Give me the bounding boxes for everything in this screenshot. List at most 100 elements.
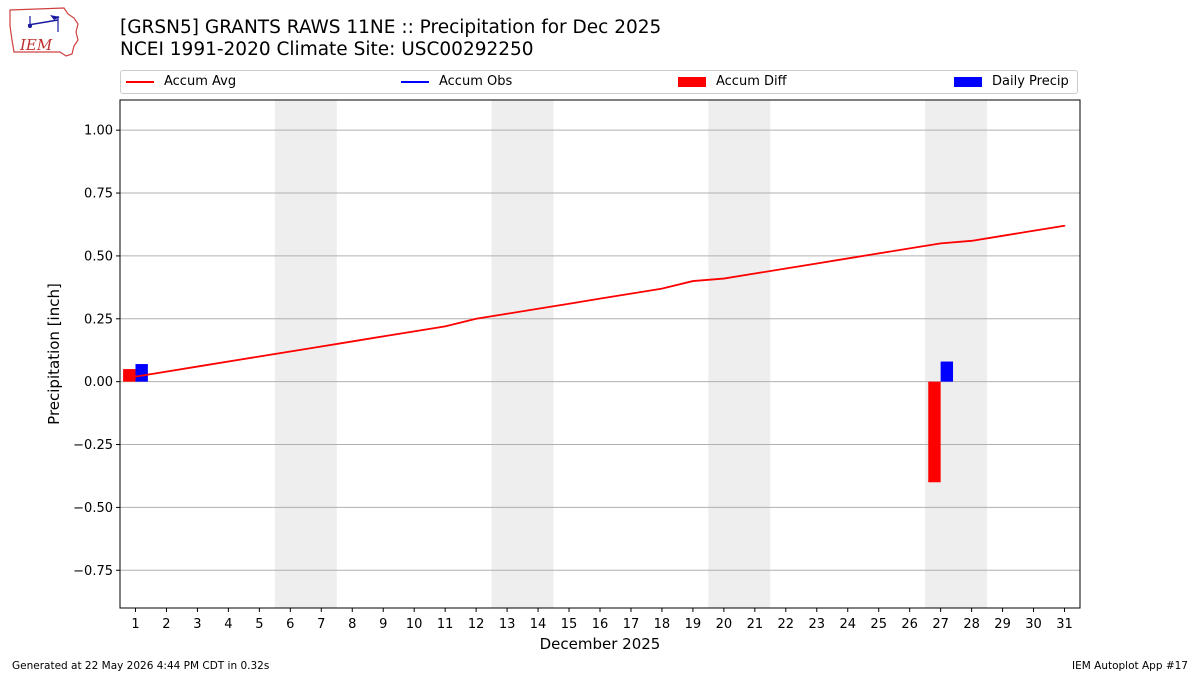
y-tick-label: −0.25 [73,438,113,453]
x-tick-label: 29 [994,617,1011,632]
legend-label-accum-avg: Accum Avg [164,74,237,89]
x-tick-label: 1 [131,617,139,632]
accum-avg-point-day-8 [351,340,354,343]
x-tick-label: 16 [592,617,609,632]
x-axis-ticks: 1 2 3 4 5 6 7 8 9 10 11 12 13 14 15 16 17 18 19 20 21 22 23 24 2… [131,608,1073,632]
legend-swatch-daily-precip [954,76,982,87]
accum-avg-point-day-12 [475,317,477,320]
accum-avg-point-day-4 [227,360,230,363]
accum-diff-bar-day-27 [928,381,941,483]
x-tick-label: 9 [379,617,387,632]
legend-label-accum-diff: Accum Diff [716,74,787,89]
x-tick-label: 26 [901,617,918,632]
accum-avg-point-day-28 [970,240,973,242]
accum-avg-point-day-24 [846,257,849,260]
accum-avg-point-day-5 [258,355,261,358]
y-tick-label: −0.50 [73,501,113,516]
accum-avg-point-day-26 [908,247,911,250]
accum-avg-point-day-11 [444,325,446,328]
accum-avg-point-day-1 [134,375,137,378]
accum-avg-point-day-6 [289,350,292,353]
x-tick-label: 19 [685,617,702,632]
accum-avg-point-day-15 [568,302,570,305]
x-tick-label: 25 [870,617,887,632]
legend-item-daily-precip: Daily Precip [954,74,1069,89]
wind-vane-icon [27,19,59,26]
legend-label-daily-precip: Daily Precip [992,74,1069,89]
weekend-shade-1 [491,100,554,608]
footer-generated: Generated at 22 May 2026 4:44 PM CDT in … [12,660,270,672]
accum-avg-point-day-27 [939,242,942,245]
x-tick-label: 24 [839,617,856,632]
x-tick-label: 4 [224,617,232,632]
accum-avg-point-day-10 [413,330,415,333]
accum-avg-point-day-23 [815,262,818,265]
accum-avg-point-day-16 [599,297,601,300]
y-axis-label: Precipitation [inch] [45,283,63,425]
x-tick-label: 17 [623,617,640,632]
accum-avg-point-day-21 [754,272,756,275]
y-tick-label: 0.00 [84,375,113,390]
y-axis-ticks: −0.75 −0.50 −0.25 0.00 0.25 0.50 0.75 1.00 [73,124,120,579]
x-tick-label: 18 [654,617,671,632]
accum-avg-point-day-2 [165,370,168,373]
accum-avg-point-day-3 [196,365,199,368]
iowa-state-outline [9,7,79,57]
accum-avg-point-day-17 [630,292,632,295]
legend-label-accum-obs: Accum Obs [439,74,513,89]
iem-logo: IEM [9,7,79,57]
x-tick-label: 13 [499,617,516,632]
accum-avg-point-day-22 [785,267,787,270]
daily-precip-bar-day-27 [940,361,954,382]
x-tick-label: 22 [778,617,795,632]
x-tick-label: 27 [932,617,949,632]
y-tick-label: 0.75 [84,187,113,202]
legend-swatch-accum-obs [401,80,429,83]
x-tick-label: 11 [437,617,454,632]
x-tick-label: 21 [747,617,764,632]
accum-diff-bar-day-1 [123,369,136,382]
accum-avg-point-day-30 [1032,229,1035,232]
y-tick-label: 0.50 [84,249,113,264]
x-tick-label: 30 [1025,617,1042,632]
accum-avg-point-day-31 [1063,224,1066,227]
y-tick-label: −0.75 [73,564,113,579]
x-tick-label: 5 [255,617,263,632]
logo-text: IEM [19,36,53,54]
accum-avg-point-day-9 [382,335,385,338]
accum-avg-point-day-13 [506,312,508,315]
legend-item-accum-obs: Accum Obs [401,74,512,89]
x-tick-label: 23 [809,617,826,632]
x-tick-label: 2 [162,617,170,632]
x-tick-label: 12 [468,617,485,632]
accum-avg-point-day-14 [537,307,539,310]
accum-avg-point-day-18 [661,287,663,290]
weekend-shade-2 [708,100,771,608]
bars [123,361,954,483]
y-tick-label: 0.25 [84,312,113,327]
legend-swatch-accum-diff [678,76,706,87]
weekend-shade-3 [925,100,988,608]
x-tick-label: 28 [963,617,980,632]
gridlines [120,129,1080,571]
footer-app: IEM Autoplot App #17 [1072,660,1188,672]
accum-avg-point-day-7 [320,345,323,348]
x-tick-label: 8 [348,617,356,632]
series-lines [134,224,1066,378]
accum-avg-point-day-25 [877,252,880,255]
chart-title: [GRSN5] GRANTS RAWS 11NE :: Precipitatio… [120,17,662,38]
accum-avg-point-day-19 [692,280,694,282]
weekend-shade-0 [274,100,337,608]
x-tick-label: 3 [193,617,201,632]
accum-avg-point-day-20 [723,277,725,280]
daily-precip-bar-day-1 [135,364,148,382]
x-tick-label: 6 [286,617,294,632]
legend-swatch-accum-avg [126,80,154,83]
y-tick-label: 1.00 [84,124,113,139]
chart-subtitle: NCEI 1991-2020 Climate Site: USC00292250 [120,39,534,60]
legend-item-accum-diff: Accum Diff [678,74,787,89]
x-tick-label: 7 [317,617,325,632]
x-tick-label: 31 [1056,617,1073,632]
chart-legend: Accum Avg Accum Obs Accum Diff Daily Pre… [120,70,1078,94]
